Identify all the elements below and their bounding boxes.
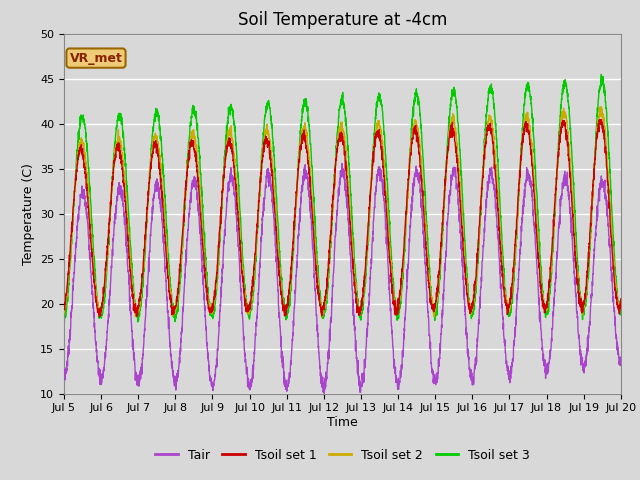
Text: VR_met: VR_met: [70, 51, 122, 65]
Y-axis label: Temperature (C): Temperature (C): [22, 163, 35, 264]
Title: Soil Temperature at -4cm: Soil Temperature at -4cm: [237, 11, 447, 29]
Legend: Tair, Tsoil set 1, Tsoil set 2, Tsoil set 3: Tair, Tsoil set 1, Tsoil set 2, Tsoil se…: [150, 444, 535, 467]
X-axis label: Time: Time: [327, 416, 358, 429]
